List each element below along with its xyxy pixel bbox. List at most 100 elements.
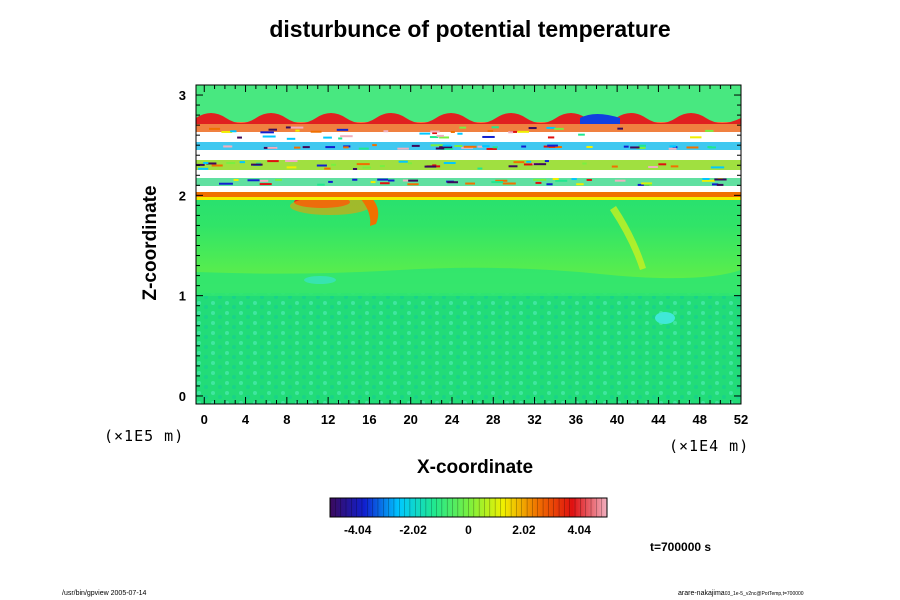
- band-speck: [388, 179, 395, 182]
- x-tick-label: 4: [242, 412, 250, 427]
- band-speck: [432, 164, 437, 167]
- band-speck: [352, 178, 358, 181]
- y-axis-label: Z-coordinate: [140, 185, 161, 301]
- x-tick-label: 0: [201, 412, 208, 427]
- cool-spot-right: [655, 312, 675, 324]
- band-speck: [544, 160, 549, 163]
- x-axis-label: X-coordinate: [416, 457, 534, 478]
- band-speck: [197, 167, 209, 170]
- band-speck: [226, 162, 236, 165]
- footer-right-main: arare-nakajima: [678, 590, 725, 597]
- y-tick-label: 3: [179, 88, 186, 103]
- x-tick-label: 28: [486, 412, 500, 427]
- band-speck: [380, 182, 390, 185]
- band-speck: [463, 145, 477, 148]
- warm-anomaly-left-halo: [290, 197, 370, 215]
- stripe-2: [196, 160, 741, 170]
- band-speck: [251, 163, 263, 166]
- band-speck: [443, 162, 456, 165]
- white-band-2: [196, 170, 741, 178]
- band-speck: [658, 163, 667, 166]
- band-speck: [203, 161, 209, 164]
- colorbar-frame: [329, 497, 608, 518]
- band-speck: [324, 167, 331, 170]
- band-speck: [454, 145, 463, 148]
- band-speck: [705, 129, 714, 132]
- middle-bottom-transition: [196, 267, 741, 296]
- band-speck: [712, 183, 719, 186]
- band-speck: [450, 130, 455, 133]
- band-speck: [578, 133, 585, 136]
- stripe-4: [196, 122, 741, 132]
- footer-right-sub: 03_1e-5_v2nc@PotTemp,t=700000: [724, 591, 804, 597]
- band-speck: [442, 144, 452, 147]
- band-speck: [268, 128, 277, 131]
- band-speck: [247, 179, 260, 182]
- band-speck: [487, 129, 494, 132]
- band-speck: [233, 178, 239, 181]
- band-speck: [336, 128, 349, 131]
- band-speck: [317, 183, 325, 186]
- band-speck: [638, 144, 646, 147]
- x-tick-label: 52: [734, 412, 748, 427]
- band-speck: [260, 131, 274, 134]
- band-speck: [362, 166, 372, 169]
- band-speck: [630, 146, 640, 149]
- lower-layer: [196, 293, 741, 404]
- band-speck: [411, 144, 420, 147]
- band-speck: [716, 183, 724, 186]
- band-speck: [196, 163, 205, 166]
- band-speck: [209, 127, 221, 130]
- x-tick-label: 16: [362, 412, 376, 427]
- banded-speckle: [196, 126, 727, 186]
- band-speck: [275, 179, 282, 182]
- band-speck: [614, 179, 626, 182]
- band-speck: [230, 130, 237, 133]
- stripe-1: [196, 178, 741, 186]
- white-band-4: [196, 132, 741, 142]
- band-speck: [670, 165, 679, 168]
- band-speck: [259, 183, 272, 186]
- band-speck: [686, 146, 699, 149]
- band-speck: [439, 136, 450, 139]
- band-speck: [211, 164, 223, 167]
- band-speck: [302, 146, 310, 149]
- band-speck: [223, 145, 231, 148]
- x-tick-label: 32: [527, 412, 541, 427]
- band-speck: [285, 126, 291, 129]
- band-speck: [576, 183, 584, 186]
- band-speck: [513, 161, 525, 164]
- band-speck: [383, 130, 389, 133]
- band-speck: [477, 145, 483, 148]
- band-speck: [325, 146, 336, 149]
- white-band-3: [196, 150, 741, 160]
- band-speck: [517, 130, 529, 133]
- band-speck: [430, 130, 440, 133]
- colorbar-tick-label: -4.04: [344, 523, 372, 537]
- band-speck: [407, 162, 412, 165]
- band-speck: [267, 160, 279, 163]
- white-band-1: [196, 186, 741, 192]
- y-tick-label: 0: [179, 389, 186, 404]
- colorbar-tick-label: 2.02: [512, 523, 536, 537]
- band-speck: [402, 179, 410, 182]
- y-unit-label: (×1E5 m): [104, 427, 185, 445]
- x-axis: 0 4 8 12 16 20 24 28 32 36 40 44 48 52: [201, 85, 748, 427]
- band-speck: [436, 134, 444, 137]
- x-tick-label: 44: [651, 412, 666, 427]
- band-speck: [352, 167, 358, 170]
- band-speck: [702, 178, 710, 181]
- band-speck: [461, 146, 474, 149]
- band-speck: [582, 162, 587, 165]
- band-speck: [323, 136, 332, 139]
- band-speck: [708, 146, 716, 149]
- cool-spot-left: [304, 276, 336, 284]
- band-speck: [294, 146, 301, 149]
- footer-left: /usr/bin/gpview 2005-07-14: [62, 590, 147, 597]
- band-speck: [340, 135, 353, 138]
- chart-title: disturbunce of potential temperature: [269, 16, 671, 42]
- band-speck: [586, 145, 593, 148]
- band-speck: [555, 179, 568, 182]
- band-speck: [643, 183, 652, 186]
